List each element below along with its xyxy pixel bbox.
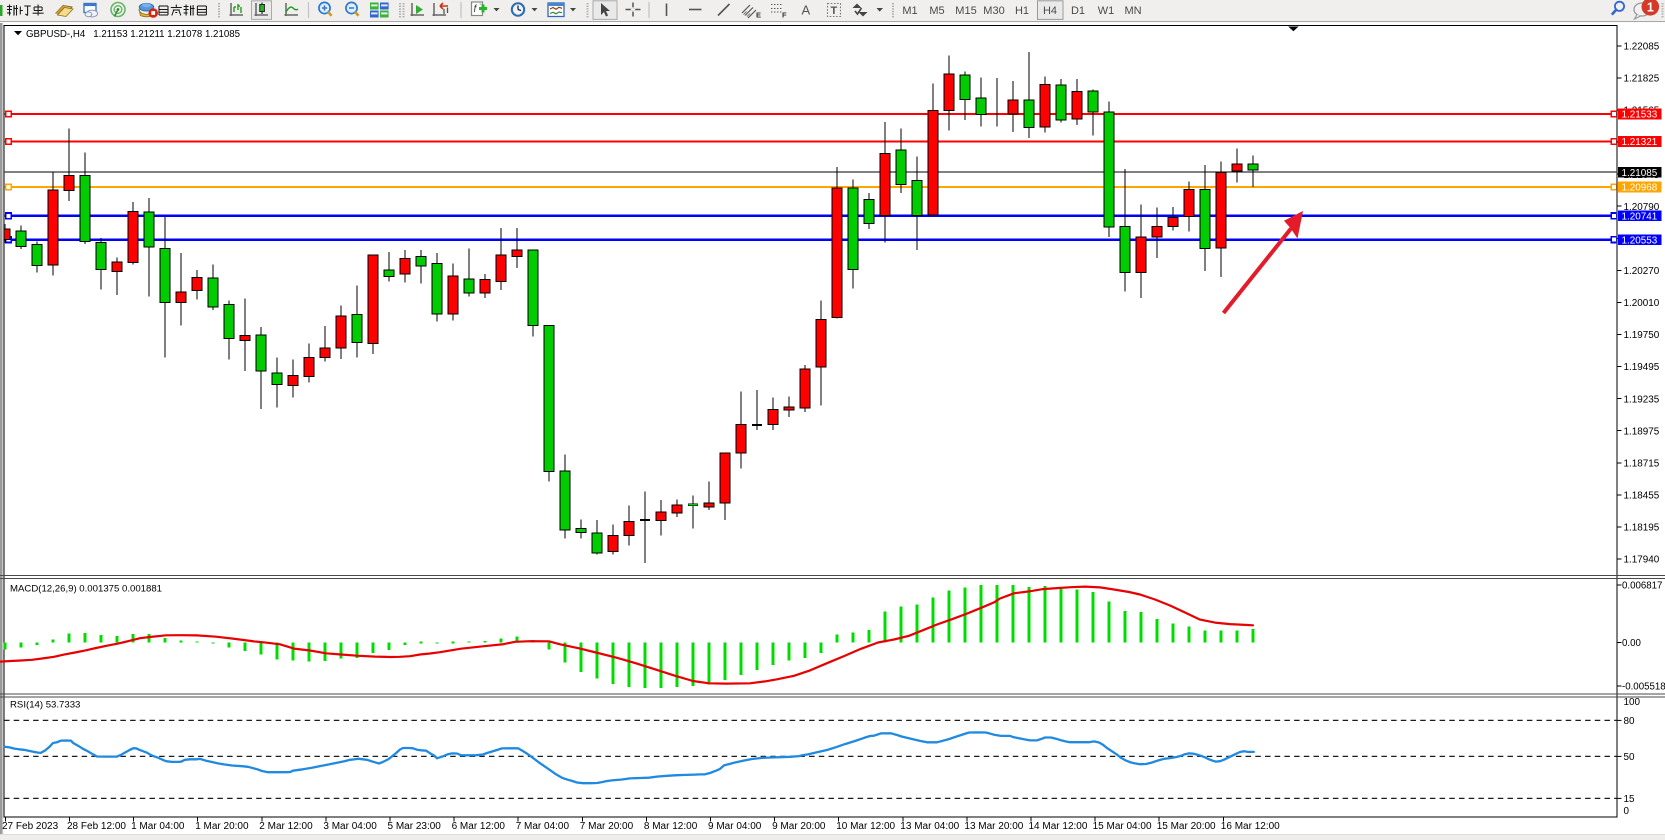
svg-text:F: F <box>782 11 787 20</box>
svg-text:0.00: 0.00 <box>1622 638 1641 649</box>
svg-text:15: 15 <box>1624 794 1635 805</box>
svg-text:1.19495: 1.19495 <box>1624 362 1660 373</box>
svg-text:E: E <box>756 11 761 20</box>
svg-text:1.21533: 1.21533 <box>1622 110 1658 121</box>
svg-text:1.20790: 1.20790 <box>1624 202 1660 213</box>
svg-text:1.20741: 1.20741 <box>1622 212 1658 223</box>
svg-text:100: 100 <box>1624 697 1641 708</box>
svg-text:7 Mar 20:00: 7 Mar 20:00 <box>580 821 634 832</box>
svg-text:0.006817: 0.006817 <box>1622 581 1662 592</box>
svg-text:1.21085: 1.21085 <box>1622 168 1658 179</box>
svg-text:M5: M5 <box>929 5 944 17</box>
svg-text:M30: M30 <box>983 5 1004 17</box>
svg-text:1.20010: 1.20010 <box>1624 298 1660 309</box>
svg-text:RSI(14) 53.7333: RSI(14) 53.7333 <box>10 700 80 711</box>
svg-text:M15: M15 <box>955 5 976 17</box>
svg-text:7 Mar 04:00: 7 Mar 04:00 <box>516 821 570 832</box>
svg-text:13 Mar 04:00: 13 Mar 04:00 <box>900 821 959 832</box>
svg-text:W1: W1 <box>1098 5 1115 17</box>
svg-text:8 Mar 12:00: 8 Mar 12:00 <box>644 821 698 832</box>
svg-text:1.18195: 1.18195 <box>1624 523 1660 534</box>
svg-text:1.20553: 1.20553 <box>1622 235 1658 246</box>
svg-text:MN: MN <box>1124 5 1141 17</box>
svg-text:1.18715: 1.18715 <box>1624 458 1660 469</box>
svg-text:1.20270: 1.20270 <box>1624 266 1660 277</box>
svg-text:15 Mar 04:00: 15 Mar 04:00 <box>1093 821 1152 832</box>
svg-text:1.19235: 1.19235 <box>1624 394 1660 405</box>
svg-text:5 Mar 23:00: 5 Mar 23:00 <box>388 821 442 832</box>
svg-text:GBPUSD-,H4 1.21153 1.21211 1: GBPUSD-,H4 1.21153 1.21211 1.21078 1.210… <box>26 29 240 40</box>
svg-text:1 Mar 04:00: 1 Mar 04:00 <box>131 821 185 832</box>
svg-text:80: 80 <box>1624 716 1635 727</box>
svg-text:T: T <box>831 5 838 17</box>
svg-text:1.19750: 1.19750 <box>1624 330 1660 341</box>
svg-text:1.21825: 1.21825 <box>1624 74 1660 85</box>
svg-text:1: 1 <box>1647 0 1654 14</box>
svg-text:15 Mar 20:00: 15 Mar 20:00 <box>1157 821 1216 832</box>
svg-text:2 Mar 12:00: 2 Mar 12:00 <box>259 821 313 832</box>
svg-text:1.21321: 1.21321 <box>1622 137 1658 148</box>
svg-text:14 Mar 12:00: 14 Mar 12:00 <box>1029 821 1088 832</box>
svg-text:f: f <box>474 4 478 15</box>
svg-text:H4: H4 <box>1043 5 1057 17</box>
svg-text:27 Feb 2023: 27 Feb 2023 <box>2 821 59 832</box>
svg-text:50: 50 <box>1624 752 1635 763</box>
svg-text:16 Mar 12:00: 16 Mar 12:00 <box>1221 821 1280 832</box>
svg-text:MACD(12,26,9) 0.001375 0.00188: MACD(12,26,9) 0.001375 0.001881 <box>10 584 162 595</box>
svg-text:D1: D1 <box>1071 5 1085 17</box>
svg-text:1 Mar 20:00: 1 Mar 20:00 <box>195 821 249 832</box>
svg-text:10 Mar 12:00: 10 Mar 12:00 <box>836 821 895 832</box>
svg-text:1.18975: 1.18975 <box>1624 426 1660 437</box>
svg-text:-0.005518: -0.005518 <box>1622 682 1665 693</box>
svg-text:28 Feb 12:00: 28 Feb 12:00 <box>67 821 126 832</box>
svg-text:A: A <box>802 3 811 18</box>
svg-text:H1: H1 <box>1015 5 1029 17</box>
svg-text:1.18455: 1.18455 <box>1624 491 1660 502</box>
svg-text:9 Mar 20:00: 9 Mar 20:00 <box>772 821 826 832</box>
svg-text:1.20968: 1.20968 <box>1622 183 1658 194</box>
svg-text:1.22085: 1.22085 <box>1624 42 1660 53</box>
svg-text:9 Mar 04:00: 9 Mar 04:00 <box>708 821 762 832</box>
svg-text:M1: M1 <box>902 5 917 17</box>
svg-text:0: 0 <box>1624 806 1630 817</box>
svg-text:1.17940: 1.17940 <box>1624 555 1660 566</box>
svg-text:6 Mar 12:00: 6 Mar 12:00 <box>452 821 506 832</box>
svg-text:13 Mar 20:00: 13 Mar 20:00 <box>964 821 1023 832</box>
svg-text:3 Mar 04:00: 3 Mar 04:00 <box>323 821 377 832</box>
